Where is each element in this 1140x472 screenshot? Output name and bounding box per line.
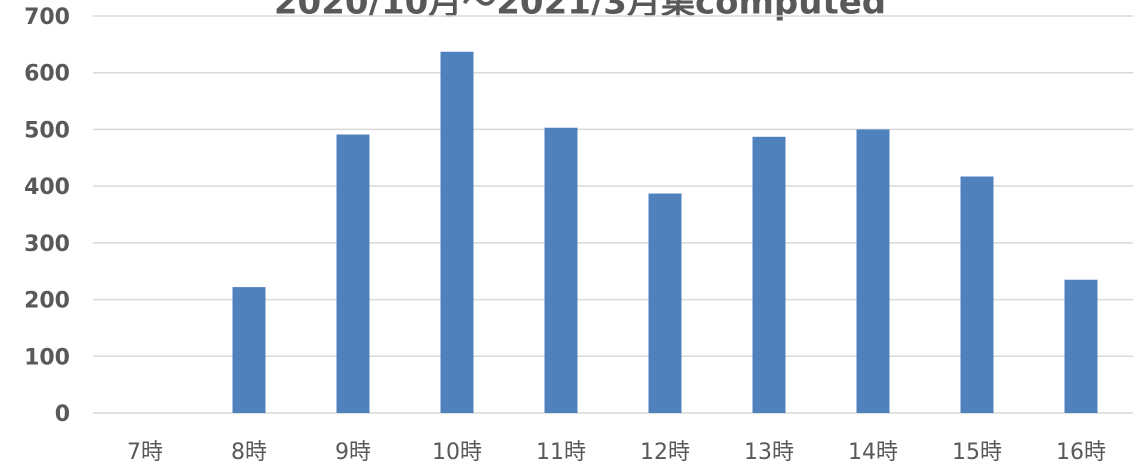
bar: [440, 51, 474, 413]
gridlines: [93, 15, 1133, 414]
chart-title: 2020/10月～2021/3月集computed: [274, 0, 886, 23]
x-tick-label: 14時: [848, 440, 898, 465]
y-tick-label: 100: [24, 345, 70, 370]
x-tick-label: 8時: [231, 440, 267, 465]
x-tick-label: 16時: [1056, 440, 1106, 465]
y-tick-label: 200: [24, 289, 70, 314]
bar: [544, 127, 578, 413]
y-tick-label: 600: [24, 62, 70, 87]
x-tick-label: 10時: [432, 440, 482, 465]
x-tick-label: 15時: [952, 440, 1002, 465]
x-tick-label: 11時: [536, 440, 586, 465]
bar: [648, 193, 682, 413]
bar: [960, 176, 994, 413]
bar: [232, 287, 266, 413]
x-tick-label: 7時: [127, 440, 163, 465]
x-tick-label: 9時: [335, 440, 371, 465]
y-tick-label: 0: [55, 402, 70, 427]
bar: [336, 134, 370, 414]
y-tick-label: 400: [24, 175, 70, 200]
y-tick-label: 700: [24, 5, 70, 30]
x-tick-label: 13時: [744, 440, 794, 465]
x-tick-label: 12時: [640, 440, 690, 465]
bar: [856, 129, 890, 413]
x-axis-ticks: 7時 8時 9時 10時 11時 12時 13時 14時 15時 16時: [127, 440, 1106, 465]
y-axis-ticks: 0 100 200 300 400 500 600 700: [24, 5, 70, 427]
y-tick-label: 300: [24, 232, 70, 257]
y-tick-label: 500: [24, 118, 70, 143]
bar: [1064, 279, 1098, 413]
bar: [752, 136, 786, 413]
bars: [232, 51, 1098, 414]
